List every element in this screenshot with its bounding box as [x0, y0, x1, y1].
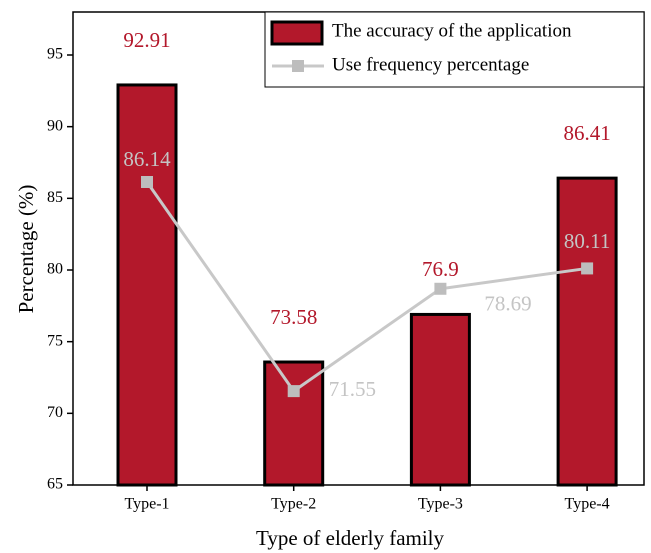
- y-tick-label: 70: [47, 404, 63, 421]
- marker: [434, 282, 447, 295]
- bar: [409, 312, 471, 487]
- bar: [263, 360, 325, 487]
- value-label: 78.69: [484, 292, 531, 316]
- marker: [141, 175, 153, 188]
- bar: [556, 176, 618, 487]
- x-tick-label: Type-3: [418, 496, 463, 513]
- legend-swatch: [270, 20, 324, 46]
- y-axis-label: Percentage (%): [14, 185, 38, 314]
- x-axis-label: Type of elderly family: [256, 526, 445, 550]
- y-tick-label: 95: [47, 46, 63, 63]
- value-label: 73.58: [270, 305, 317, 329]
- y-tick-label: 75: [47, 332, 63, 349]
- value-label: 92.91: [123, 28, 170, 52]
- y-tick-label: 90: [47, 117, 63, 134]
- x-tick-label: Type-1: [124, 496, 169, 513]
- bar: [116, 83, 178, 487]
- value-label: 71.55: [329, 377, 376, 401]
- value-label: 80.11: [564, 229, 610, 253]
- y-tick-label: 85: [47, 189, 63, 206]
- value-label: 86.14: [123, 147, 171, 171]
- legend-box: [264, 11, 645, 88]
- legend-label: Use frequency percentage: [332, 54, 529, 75]
- y-tick-label: 80: [47, 261, 63, 278]
- value-label: 76.9: [422, 257, 459, 281]
- line: [145, 181, 588, 394]
- y-tick-label: 65: [47, 476, 63, 493]
- marker: [287, 385, 300, 398]
- x-tick-label: Type-4: [565, 496, 610, 513]
- legend-marker: [292, 60, 304, 72]
- x-tick-label: Type-2: [271, 496, 316, 513]
- value-label: 86.41: [563, 121, 610, 145]
- legend-label: The accuracy of the application: [332, 20, 572, 41]
- marker: [581, 262, 594, 275]
